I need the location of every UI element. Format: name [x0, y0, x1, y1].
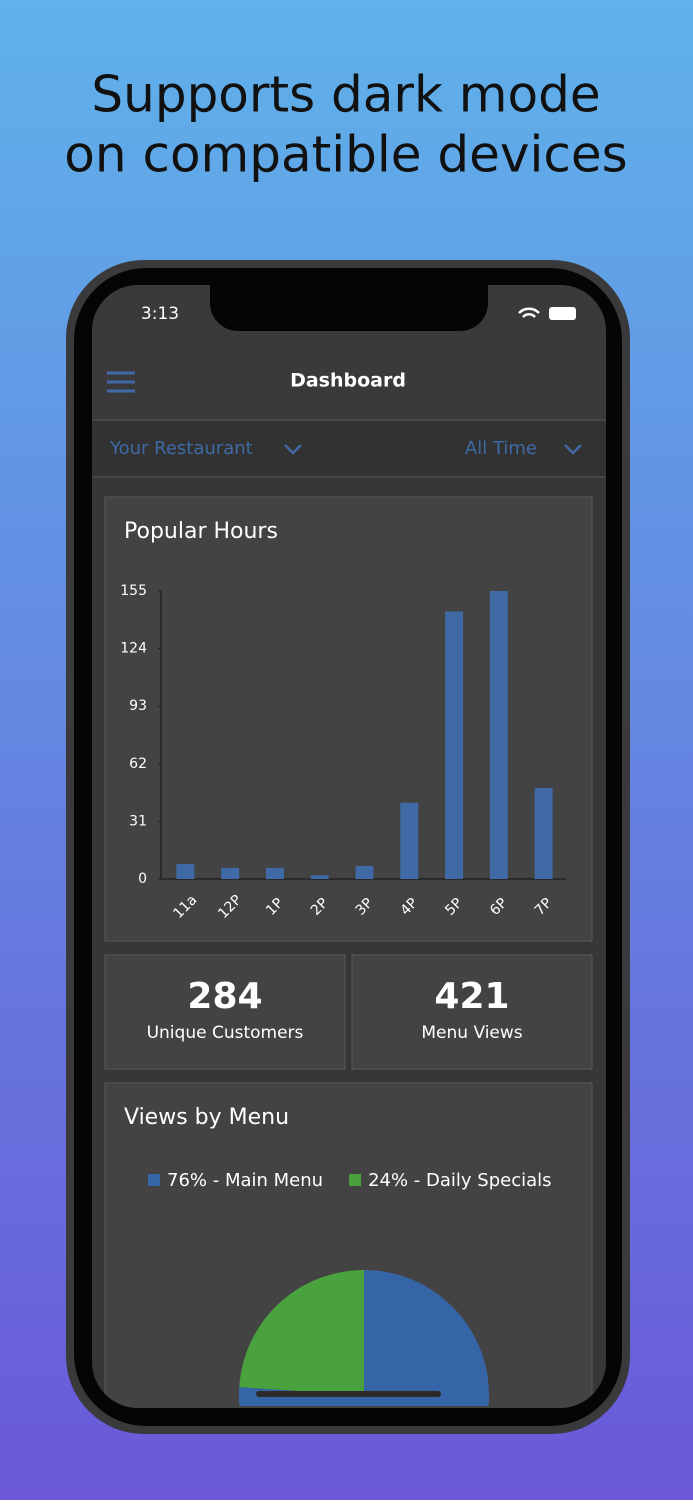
y-tick-label: 155 — [120, 583, 147, 599]
y-tick-label: 62 — [129, 756, 147, 772]
notch — [210, 285, 488, 331]
headline: on compatible devices — [64, 126, 627, 184]
bar — [176, 864, 195, 879]
chevron[interactable] — [284, 444, 302, 455]
bar — [355, 865, 374, 879]
stat-value: 421 — [434, 976, 509, 1017]
wifi-icon — [518, 307, 540, 318]
pie-slice — [239, 1270, 489, 1406]
y-tick-label: 0 — [138, 871, 147, 887]
legend-label: 76% - Main Menu — [167, 1170, 323, 1191]
legend-swatch — [349, 1174, 362, 1186]
nav-title: Dashboard — [290, 370, 406, 392]
stat-card — [104, 954, 346, 1070]
stat-label: Unique Customers — [147, 1023, 304, 1043]
pie-slice — [239, 1270, 364, 1395]
bar — [400, 802, 419, 879]
filter-bar — [92, 421, 606, 477]
stat-value: 284 — [187, 976, 262, 1017]
bar — [310, 875, 329, 879]
pie — [239, 1270, 489, 1406]
headline: Supports dark mode — [91, 66, 600, 124]
stat-label: Menu Views — [421, 1023, 522, 1043]
bar — [265, 867, 284, 879]
menu-icon[interactable] — [107, 371, 135, 393]
chart-title: Popular Hours — [124, 519, 278, 544]
chart-title: Views by Menu — [124, 1105, 289, 1130]
y-tick-label: 93 — [129, 698, 147, 714]
status-time: 3:13 — [141, 304, 179, 324]
y-tick-label: 31 — [129, 813, 147, 829]
bar — [445, 611, 464, 879]
filter-restaurant[interactable]: Your Restaurant — [109, 438, 253, 459]
bar — [534, 787, 553, 879]
y-tick-label: 124 — [120, 641, 147, 657]
legend-label: 24% - Daily Specials — [368, 1170, 551, 1191]
stat-card — [351, 954, 593, 1070]
screen: 3:13 Dashboard Your Restaurant All Time … — [92, 285, 606, 1408]
bar — [489, 591, 508, 879]
battery-icon — [549, 307, 576, 320]
filter-time[interactable]: All Time — [465, 438, 537, 459]
bar — [221, 867, 240, 879]
home-indicator — [256, 1391, 441, 1397]
legend-swatch — [148, 1174, 160, 1186]
chevron[interactable] — [564, 444, 582, 455]
